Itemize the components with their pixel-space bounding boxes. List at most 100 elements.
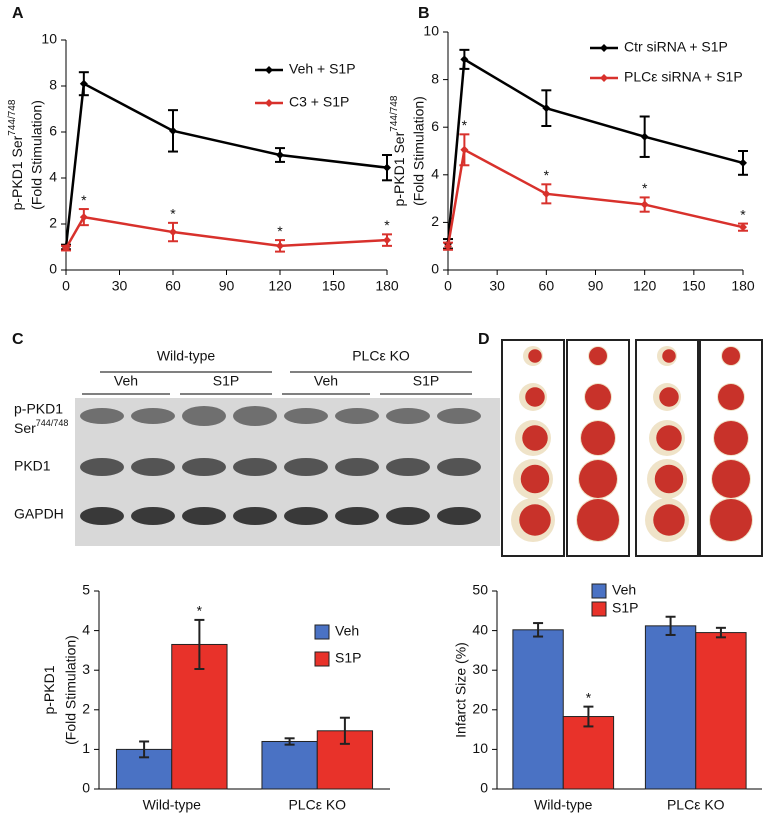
- marker: [79, 79, 88, 88]
- bar: [562, 716, 615, 790]
- blot-band: [233, 507, 277, 525]
- x-tick-label: 60: [165, 278, 181, 294]
- slice-red: [528, 349, 542, 363]
- marker: [542, 189, 551, 198]
- y-tick-label: 2: [49, 215, 57, 231]
- y-tick-label: 6: [431, 118, 439, 134]
- significance: *: [740, 206, 746, 222]
- treatment-label: S1P: [213, 373, 239, 389]
- legend-label: C3 + S1P: [289, 94, 349, 110]
- slice-red: [662, 349, 676, 363]
- significance: *: [81, 192, 87, 208]
- legend-label: Ctr siRNA + S1P: [624, 39, 728, 55]
- significance: *: [642, 180, 648, 196]
- treatment-label: Veh: [114, 373, 138, 389]
- legend-swatch: [591, 583, 607, 599]
- blot-band: [182, 458, 226, 476]
- significance: *: [384, 217, 390, 233]
- blot-band: [335, 408, 379, 424]
- y-tick-label: 8: [431, 70, 439, 86]
- blot-band: [80, 458, 124, 476]
- slice-red: [710, 499, 752, 541]
- series-line: [446, 147, 744, 247]
- blot-band: [386, 507, 430, 525]
- slice-red: [654, 464, 684, 494]
- blot-band: [386, 458, 430, 476]
- bar: [644, 625, 697, 790]
- slice-red: [585, 384, 611, 410]
- x-tick-label: 150: [682, 278, 706, 294]
- y-tick-label: 8: [49, 77, 57, 93]
- row-label: GAPDH: [14, 506, 64, 522]
- blot-band: [335, 507, 379, 525]
- y-axis-label: p-PKD1 Ser744/748: [389, 95, 407, 206]
- marker: [62, 244, 70, 253]
- heart-slices: [501, 339, 763, 557]
- row-label: p-PKD1: [14, 401, 63, 417]
- x-tick-label: PLCε KO: [667, 797, 725, 813]
- legend-swatch: [314, 651, 330, 667]
- row-label: Ser744/748: [14, 418, 68, 435]
- slice-red: [718, 384, 744, 410]
- legend-label: Veh: [335, 623, 359, 639]
- x-tick-label: 90: [588, 278, 604, 294]
- blot-band: [80, 408, 124, 424]
- blot-band: [437, 507, 481, 525]
- legend-label: PLCε siRNA + S1P: [624, 69, 743, 85]
- blot-band: [437, 408, 481, 424]
- significance: *: [586, 689, 592, 705]
- treatment-label: Veh: [314, 373, 338, 389]
- marker: [542, 104, 551, 113]
- y-axis-label-sup: 744/748: [7, 99, 18, 136]
- marker: [640, 200, 649, 209]
- legend-swatch: [591, 601, 607, 617]
- marker: [460, 55, 469, 64]
- y-axis-label: p-PKD1 Ser744/748: [7, 99, 25, 210]
- x-tick-label: 180: [731, 278, 755, 294]
- blot-band: [80, 507, 124, 525]
- row-label-sup: 744/748: [36, 418, 69, 428]
- blot-band: [131, 458, 175, 476]
- marker: [383, 163, 391, 172]
- y-axis-label: p-PKD1: [41, 665, 57, 714]
- y-tick-label: 40: [472, 621, 488, 637]
- y-tick-label: 2: [431, 213, 439, 229]
- legend-label: Veh: [612, 582, 636, 598]
- marker: [739, 223, 747, 232]
- y-axis-label: Infarct Size (%): [453, 642, 469, 738]
- slice-red: [579, 460, 617, 498]
- y-axis-label: p-PKD1: [41, 665, 57, 714]
- x-tick-label: PLCε KO: [288, 797, 346, 813]
- slice-red: [659, 387, 679, 407]
- bar: [512, 629, 564, 790]
- x-tick-label: 150: [322, 278, 346, 294]
- marker: [169, 126, 177, 135]
- significance: *: [544, 167, 550, 183]
- y-tick-label: 4: [431, 166, 439, 182]
- blot-band: [182, 406, 226, 426]
- blot-band: [131, 408, 175, 424]
- y-axis-label: (Fold Stimulation): [63, 635, 79, 745]
- marker: [444, 242, 452, 251]
- y-tick-label: 2: [82, 701, 90, 717]
- slice-red: [722, 347, 740, 365]
- x-tick-label: Wild-type: [534, 797, 593, 813]
- y-axis-label: p-PKD1 Ser: [9, 135, 25, 210]
- row-label: Ser: [14, 420, 36, 436]
- slice-red: [589, 347, 607, 365]
- x-tick-label: 30: [112, 278, 128, 294]
- y-tick-label: 3: [82, 661, 90, 677]
- blot-band: [437, 458, 481, 476]
- x-tick-label: Wild-type: [143, 797, 202, 813]
- legend-label: S1P: [612, 600, 638, 616]
- marker: [276, 151, 284, 159]
- series-line: [64, 215, 388, 249]
- slice-red: [520, 464, 550, 494]
- x-tick-label: 30: [489, 278, 505, 294]
- y-tick-label: 0: [431, 261, 439, 277]
- x-tick-label: 0: [444, 278, 452, 294]
- slice-red: [577, 499, 619, 541]
- slice-red: [714, 421, 748, 455]
